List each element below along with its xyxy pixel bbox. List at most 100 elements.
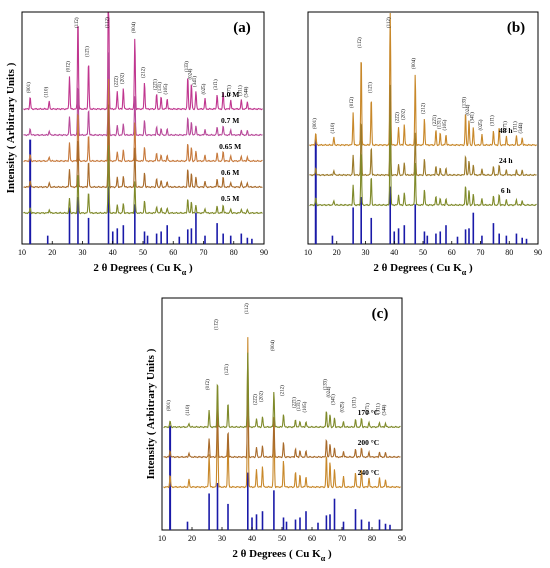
peak-annotation: (12̄1) bbox=[368, 82, 373, 93]
peak-annotation: (110) bbox=[45, 87, 50, 98]
x-tick-label: 60 bbox=[308, 534, 316, 543]
x-tick-label: 30 bbox=[362, 248, 370, 257]
peak-annotation: (11̄2) bbox=[215, 319, 220, 330]
series-label: 0.5 M bbox=[221, 194, 239, 203]
y-axis-label: Intensity ( Arbitrary Units ) bbox=[5, 62, 17, 193]
x-axis-label: 2 θ Degrees ( Cu Kα ) bbox=[93, 262, 193, 277]
peak-annotation: (13̄3) bbox=[463, 97, 468, 108]
peak-annotation: (01̄2) bbox=[350, 97, 355, 108]
peak-annotation: (22̄2) bbox=[254, 394, 259, 405]
peak-annotation: (11̄2) bbox=[358, 37, 363, 48]
peak-annotation: (3̄11) bbox=[377, 403, 382, 414]
x-axis-label-close: ) bbox=[325, 548, 332, 560]
series-line bbox=[309, 84, 537, 177]
peak-annotation: (02̄5) bbox=[341, 401, 346, 412]
peak-annotation: (22̄1) bbox=[433, 115, 438, 126]
peak-annotation: (12̄1) bbox=[86, 46, 91, 57]
peak-annotation: (202) bbox=[260, 391, 265, 402]
peak-annotation: (212) bbox=[421, 103, 426, 114]
x-tick-label: 10 bbox=[18, 248, 26, 257]
series-label: 24 h bbox=[499, 156, 513, 165]
x-axis-label-sub: α bbox=[321, 554, 326, 563]
series-line bbox=[163, 374, 401, 459]
x-tick-label: 90 bbox=[260, 248, 268, 257]
series-line bbox=[309, 12, 537, 147]
x-axis-label: 2 θ Degrees ( Cu Kα ) bbox=[373, 262, 473, 277]
series-label: 0.65 M bbox=[219, 142, 241, 151]
y-axis-label: Intensity ( Arbitrary Units ) bbox=[145, 348, 157, 479]
series-label: 0.7 M bbox=[221, 116, 239, 125]
series-line bbox=[23, 52, 263, 137]
x-tick-label: 70 bbox=[338, 534, 346, 543]
peak-annotation: (001) bbox=[313, 118, 318, 129]
peak-annotation: (202) bbox=[120, 73, 125, 84]
panel-label: (a) bbox=[233, 20, 251, 36]
peak-annotation: (13̄3) bbox=[323, 379, 328, 390]
x-tick-label: 10 bbox=[304, 248, 312, 257]
x-tick-label: 10 bbox=[158, 534, 166, 543]
panel-c-chart: 240 °C 200 °C 170 °C (001) (110) (01̄2) (11̄2)… bbox=[145, 297, 406, 563]
x-tick-label: 40 bbox=[109, 248, 117, 257]
peak-annotation: (004) bbox=[132, 22, 137, 33]
x-axis-label-sub: α bbox=[182, 268, 187, 277]
peak-annotation: (13̄1) bbox=[437, 118, 442, 129]
panel-a-chart: 1.0 M 0.7 M 0.65 M 0.6 M 0.5 M (001) (110) (01̄… bbox=[5, 11, 268, 277]
x-tick-label: 90 bbox=[534, 248, 542, 257]
series-label: 200 °C bbox=[358, 438, 380, 447]
x-tick-label: 60 bbox=[448, 248, 456, 257]
x-tick-label: 80 bbox=[368, 534, 376, 543]
peak-annotation: (31̄1) bbox=[214, 79, 219, 90]
x-axis-label: 2 θ Degrees ( Cu Kα ) bbox=[232, 548, 332, 563]
x-tick-label: 70 bbox=[200, 248, 208, 257]
x-tick-label: 20 bbox=[188, 534, 196, 543]
series-label: 1.0 M bbox=[221, 90, 239, 99]
series-line bbox=[23, 12, 263, 111]
peak-annotation: (34̄1) bbox=[332, 394, 337, 405]
series-line bbox=[23, 145, 263, 215]
peak-annotation: (112) bbox=[245, 303, 250, 314]
series-line bbox=[163, 337, 401, 489]
x-tick-label: 60 bbox=[169, 248, 177, 257]
series-line bbox=[163, 352, 401, 429]
x-tick-label: 50 bbox=[419, 248, 427, 257]
series-label: 48 h bbox=[499, 126, 513, 135]
peak-annotation: (112) bbox=[387, 17, 392, 28]
peak-annotation: (202) bbox=[401, 109, 406, 120]
x-axis-label-close: ) bbox=[466, 262, 473, 274]
peak-annotation: (13̄1) bbox=[297, 400, 302, 411]
peak-annotation: (34̄1) bbox=[193, 76, 198, 87]
x-axis-label-main: 2 θ Degrees ( Cu K bbox=[93, 262, 182, 274]
peak-annotation: (34̄1) bbox=[470, 112, 475, 123]
x-axis-label-main: 2 θ Degrees ( Cu K bbox=[373, 262, 462, 274]
x-tick-label: 30 bbox=[218, 534, 226, 543]
peak-annotation: (27̄1) bbox=[366, 403, 371, 414]
panel-label: (c) bbox=[372, 306, 389, 322]
series-line bbox=[309, 115, 537, 207]
peak-annotation: (001) bbox=[27, 82, 32, 93]
peak-annotation: (3̄11) bbox=[513, 121, 518, 132]
peak-annotation: (024) bbox=[188, 68, 193, 79]
peak-annotation: (105) bbox=[443, 119, 448, 130]
peak-annotation: (22̄2) bbox=[114, 76, 119, 87]
peak-annotation: (34̄4) bbox=[519, 122, 524, 133]
series-label: 0.6 M bbox=[221, 168, 239, 177]
peak-annotation: (01̄2) bbox=[67, 61, 72, 72]
x-tick-label: 80 bbox=[230, 248, 238, 257]
peak-annotation: (34̄4) bbox=[244, 86, 249, 97]
x-axis-label-close: ) bbox=[186, 262, 193, 274]
peak-annotation: (11̄2) bbox=[75, 17, 80, 28]
peak-annotation: (22̄1) bbox=[293, 397, 298, 408]
peak-annotation: (024) bbox=[327, 386, 332, 397]
x-tick-label: 80 bbox=[505, 248, 513, 257]
series-line bbox=[23, 79, 263, 163]
peak-annotation: (212) bbox=[281, 385, 286, 396]
peak-annotation: (004) bbox=[271, 340, 276, 351]
series-label: 240 °C bbox=[358, 468, 380, 477]
x-tick-label: 70 bbox=[477, 248, 485, 257]
peak-annotation: (110) bbox=[331, 123, 336, 134]
peak-annotation: (31̄1) bbox=[353, 397, 358, 408]
peak-annotation: (01̄2) bbox=[206, 379, 211, 390]
peak-annotation: (110) bbox=[186, 405, 191, 416]
x-tick-label: 50 bbox=[139, 248, 147, 257]
peak-annotation: (105) bbox=[164, 83, 169, 94]
